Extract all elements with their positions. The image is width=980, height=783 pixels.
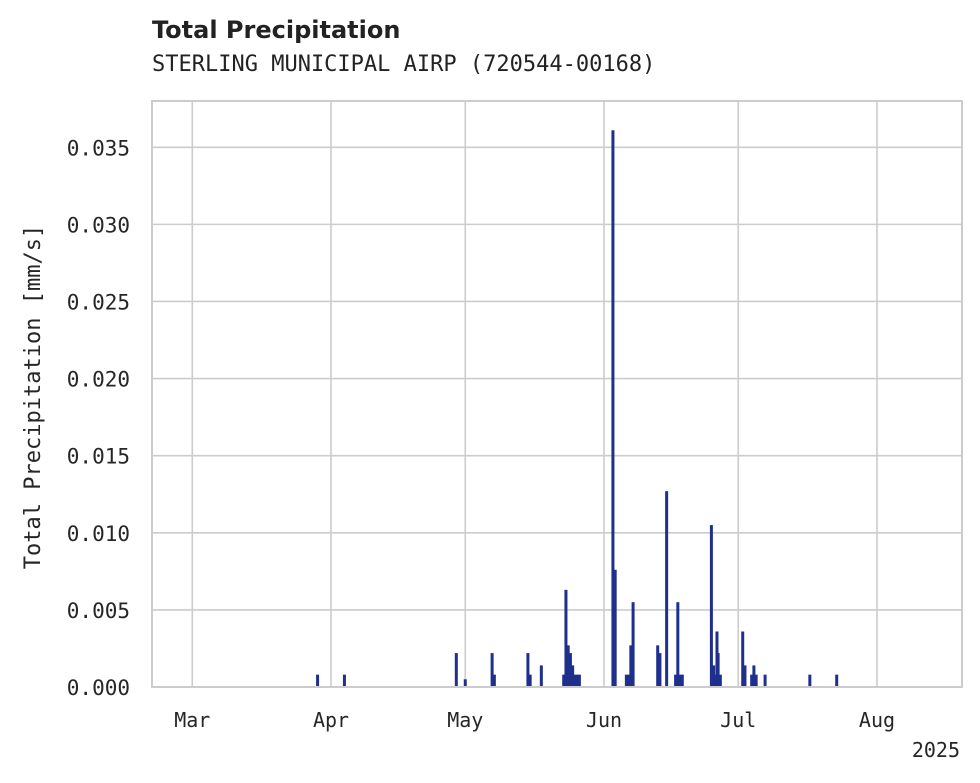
bar-series [316, 130, 839, 688]
x-tick-label: Jun [586, 708, 622, 732]
plot-frame [151, 100, 963, 688]
grid-lines [152, 101, 962, 688]
precip-bar [743, 665, 747, 687]
precip-bar [577, 674, 581, 687]
precip-bar [665, 491, 669, 687]
precip-bar [763, 674, 767, 687]
precip-bar [624, 674, 628, 687]
precip-bar [709, 525, 713, 687]
precip-bar [490, 653, 494, 687]
precip-bar [678, 674, 682, 687]
x-tick-label: Apr [313, 708, 349, 732]
y-tick-label: 0.020 [67, 368, 130, 392]
precip-bar [568, 653, 572, 687]
chart-title: Total Precipitation [152, 16, 401, 44]
x-offset-label: 2025 [912, 738, 960, 762]
precip-bar [631, 602, 635, 687]
precip-bar [712, 665, 716, 687]
y-tick-label: 0.025 [67, 290, 130, 314]
y-tick-label: 0.005 [67, 599, 130, 623]
precip-bar [492, 674, 496, 687]
precip-bar [613, 569, 617, 687]
y-tick-label: 0.015 [67, 445, 130, 469]
precip-bar [808, 674, 812, 687]
precip-bar [342, 674, 346, 687]
precip-bar [658, 653, 662, 687]
precip-bar [627, 674, 631, 687]
precip-bar [611, 130, 615, 688]
precip-bar [718, 674, 722, 687]
precip-bar [562, 674, 566, 687]
precip-bar [680, 674, 684, 687]
chart-subtitle: STERLING MUNICIPAL AIRP (720544-00168) [152, 52, 656, 77]
y-axis-label: Total Precipitation [mm/s] [21, 225, 46, 569]
precip-bar [575, 674, 579, 687]
precip-bar [750, 674, 754, 687]
precip-bar [754, 674, 758, 687]
precip-bar [528, 674, 532, 687]
precip-bar [526, 653, 530, 687]
y-tick-label: 0.000 [67, 676, 130, 700]
y-tick-labels: 0.000 0.005 0.010 0.015 0.020 0.025 0.030 0.035 [67, 136, 130, 700]
precip-bar [674, 674, 678, 687]
precip-bar [629, 645, 633, 687]
precip-bar [573, 674, 577, 687]
precip-bar [566, 645, 570, 687]
precip-bar [676, 602, 680, 687]
x-tick-label: May [447, 708, 483, 732]
y-tick-label: 0.030 [67, 213, 130, 237]
precip-bar [463, 679, 467, 687]
precip-bar [716, 653, 720, 687]
precip-bar [539, 665, 543, 687]
y-tick-label: 0.010 [67, 522, 130, 546]
y-tick-label: 0.035 [67, 136, 130, 160]
precip-bar [656, 645, 660, 687]
x-tick-labels: Mar Apr May Jun Jul Aug [174, 708, 895, 732]
precip-bar [835, 674, 839, 687]
precip-bar [564, 589, 568, 687]
x-tick-label: Mar [174, 708, 210, 732]
x-tick-label: Aug [859, 708, 895, 732]
precip-bar [741, 631, 745, 687]
precip-bar [316, 674, 320, 687]
x-tick-label: Jul [720, 708, 756, 732]
precip-bar [571, 665, 575, 687]
precip-bar [752, 665, 756, 687]
precip-bar [454, 653, 458, 687]
